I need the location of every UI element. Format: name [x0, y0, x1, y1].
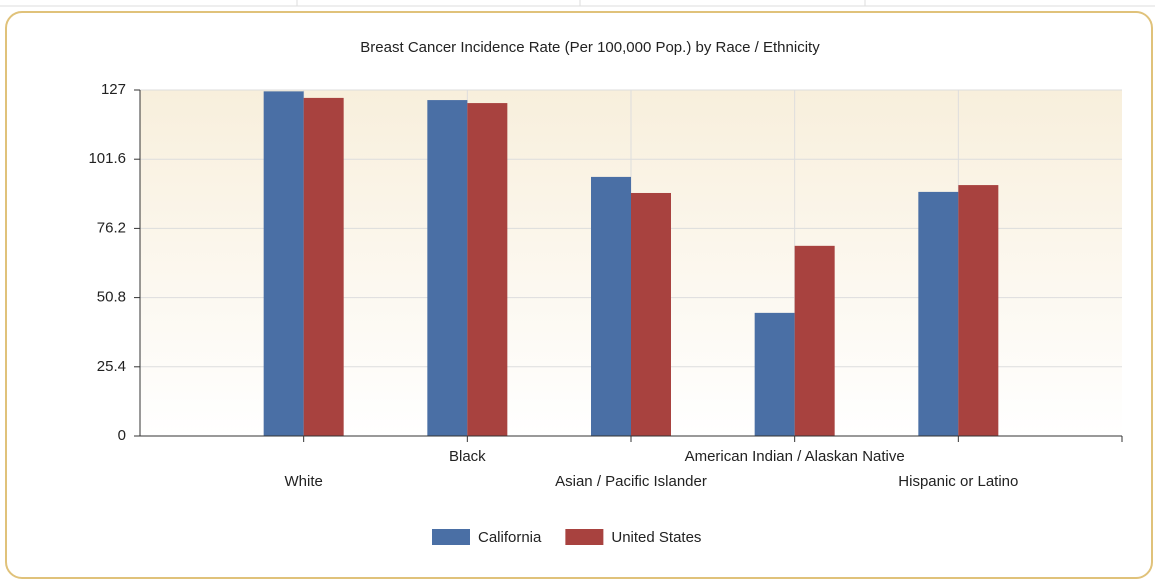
- bar: [754, 312, 795, 436]
- y-tick-label: 25.4: [97, 358, 126, 375]
- x-tick-label: White: [284, 473, 322, 490]
- x-tick-label: Asian / Pacific Islander: [555, 473, 707, 490]
- bar: [303, 97, 344, 436]
- y-tick-label: 0: [118, 427, 126, 444]
- x-tick-label: Hispanic or Latino: [898, 473, 1018, 490]
- legend-swatch: [432, 529, 470, 545]
- bar: [918, 191, 959, 436]
- legend-label: California: [478, 529, 542, 546]
- x-tick-label: American Indian / Alaskan Native: [685, 448, 905, 465]
- legend-swatch: [565, 529, 604, 545]
- y-tick-label: 101.6: [88, 150, 126, 167]
- bar: [427, 100, 468, 436]
- y-tick-label: 50.8: [97, 289, 126, 306]
- x-tick-label: Black: [449, 448, 486, 465]
- bar: [958, 185, 999, 436]
- bar: [467, 103, 508, 437]
- bar: [263, 91, 304, 436]
- y-tick-label: 76.2: [97, 219, 126, 236]
- y-tick-label: 127: [101, 81, 126, 98]
- top-strip: [0, 0, 1155, 7]
- chart-title: Breast Cancer Incidence Rate (Per 100,00…: [360, 39, 820, 56]
- bar: [794, 245, 835, 436]
- bar: [591, 176, 631, 436]
- bar: [631, 192, 671, 436]
- legend-label: United States: [611, 529, 701, 546]
